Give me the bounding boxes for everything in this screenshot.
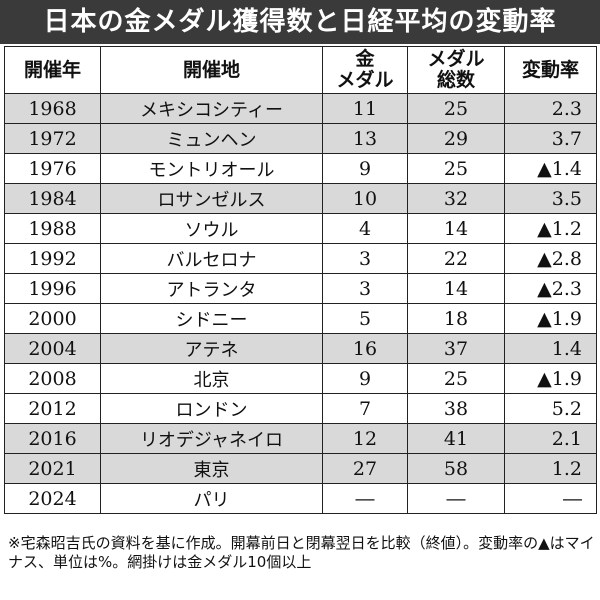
table-row: 2000 シドニー 5 18 ▲1.9	[4, 303, 597, 334]
venue-cell: アトランタ	[100, 273, 323, 304]
gold-medal-cell: 3	[322, 273, 408, 304]
venue-cell: パリ	[100, 483, 323, 514]
table-body: 1968 メキシコシティー 11 25 2.3 1972 ミュンヘン 13 29 3.7 1976 モ…	[4, 93, 597, 514]
change-rate-cell: ▲1.9	[504, 303, 597, 334]
gold-medal-cell: 7	[322, 393, 408, 424]
change-rate-cell: ▲1.2	[504, 213, 597, 244]
total-medal-cell: 29	[407, 123, 505, 154]
gold-medal-cell: 13	[322, 123, 408, 154]
column-header-year: 開催年	[4, 46, 101, 94]
table-row: 1988 ソウル 4 14 ▲1.2	[4, 213, 597, 244]
change-rate-cell: 1.4	[504, 333, 597, 364]
year-cell: 1988	[4, 213, 101, 244]
total-medal-cell: 14	[407, 213, 505, 244]
column-header-gold: 金 メダル	[322, 46, 408, 94]
total-medal-cell: 41	[407, 423, 505, 454]
table-row: 1972 ミュンヘン 13 29 3.7	[4, 123, 597, 154]
total-medal-cell: 32	[407, 183, 505, 214]
year-cell: 2024	[4, 483, 101, 514]
total-medal-cell: 58	[407, 453, 505, 484]
gold-medal-cell: 9	[322, 363, 408, 394]
table-row: 2008 北京 9 25 ▲1.9	[4, 363, 597, 394]
year-cell: 2008	[4, 363, 101, 394]
year-cell: 1972	[4, 123, 101, 154]
change-rate-cell: 3.5	[504, 183, 597, 214]
header-row: 開催年 開催地 金 メダル メダル 総数 変動率	[4, 46, 597, 94]
venue-cell: ロサンゼルス	[100, 183, 323, 214]
change-rate-cell: 5.2	[504, 393, 597, 424]
column-header-total: メダル 総数	[407, 46, 505, 94]
venue-cell: モントリオール	[100, 153, 323, 184]
total-medal-cell: 25	[407, 153, 505, 184]
venue-cell: ソウル	[100, 213, 323, 244]
column-header-venue: 開催地	[100, 46, 323, 94]
column-header-change: 変動率	[504, 46, 597, 94]
change-rate-cell: 2.3	[504, 93, 597, 124]
year-cell: 1996	[4, 273, 101, 304]
total-medal-cell: 25	[407, 93, 505, 124]
table-row: 2021 東京 27 58 1.2	[4, 453, 597, 484]
venue-cell: メキシコシティー	[100, 93, 323, 124]
gold-medal-cell: 9	[322, 153, 408, 184]
total-medal-cell: 14	[407, 273, 505, 304]
change-rate-cell: ▲2.8	[504, 243, 597, 274]
table-row: 1996 アトランタ 3 14 ▲2.3	[4, 273, 597, 304]
medal-table: 開催年 開催地 金 メダル メダル 総数 変動率 1968 メキシコシティー 11 2…	[4, 46, 597, 514]
footnote: ※宅森昭吉氏の資料を基に作成。開幕前日と閉幕翌日を比較（終値）。変動率の▲はマイ…	[8, 534, 595, 571]
total-medal-cell: 37	[407, 333, 505, 364]
gold-medal-cell: 11	[322, 93, 408, 124]
table-row: 1984 ロサンゼルス 10 32 3.5	[4, 183, 597, 214]
venue-cell: リオデジャネイロ	[100, 423, 323, 454]
total-medal-cell: 25	[407, 363, 505, 394]
table-row: 2004 アテネ 16 37 1.4	[4, 333, 597, 364]
gold-medal-cell: 4	[322, 213, 408, 244]
table-row: 1992 バルセロナ 3 22 ▲2.8	[4, 243, 597, 274]
table-row: 1976 モントリオール 9 25 ▲1.4	[4, 153, 597, 184]
gold-medal-cell: 10	[322, 183, 408, 214]
venue-cell: ロンドン	[100, 393, 323, 424]
year-cell: 2012	[4, 393, 101, 424]
change-rate-cell: 2.1	[504, 423, 597, 454]
change-rate-cell: 3.7	[504, 123, 597, 154]
gold-medal-cell: 3	[322, 243, 408, 274]
year-cell: 1976	[4, 153, 101, 184]
change-rate-cell: ▲1.9	[504, 363, 597, 394]
table-row: 2024 パリ ― ― ―	[4, 483, 597, 514]
venue-cell: 北京	[100, 363, 323, 394]
venue-cell: バルセロナ	[100, 243, 323, 274]
venue-cell: 東京	[100, 453, 323, 484]
venue-cell: ミュンヘン	[100, 123, 323, 154]
gold-medal-cell: 12	[322, 423, 408, 454]
total-medal-cell: 22	[407, 243, 505, 274]
year-cell: 2000	[4, 303, 101, 334]
venue-cell: アテネ	[100, 333, 323, 364]
venue-cell: シドニー	[100, 303, 323, 334]
change-rate-cell: ▲1.4	[504, 153, 597, 184]
total-medal-cell: 18	[407, 303, 505, 334]
change-rate-cell: ▲2.3	[504, 273, 597, 304]
gold-medal-cell: ―	[322, 483, 408, 514]
year-cell: 2016	[4, 423, 101, 454]
change-rate-cell: 1.2	[504, 453, 597, 484]
year-cell: 1992	[4, 243, 101, 274]
year-cell: 1984	[4, 183, 101, 214]
gold-medal-cell: 16	[322, 333, 408, 364]
gold-medal-cell: 27	[322, 453, 408, 484]
total-medal-cell: 38	[407, 393, 505, 424]
year-cell: 2004	[4, 333, 101, 364]
page-title: 日本の金メダル獲得数と日経平均の変動率	[0, 0, 600, 44]
year-cell: 2021	[4, 453, 101, 484]
change-rate-cell: ―	[504, 483, 597, 514]
table-row: 1968 メキシコシティー 11 25 2.3	[4, 93, 597, 124]
total-medal-cell: ―	[407, 483, 505, 514]
gold-medal-cell: 5	[322, 303, 408, 334]
year-cell: 1968	[4, 93, 101, 124]
table-row: 2016 リオデジャネイロ 12 41 2.1	[4, 423, 597, 454]
table-row: 2012 ロンドン 7 38 5.2	[4, 393, 597, 424]
